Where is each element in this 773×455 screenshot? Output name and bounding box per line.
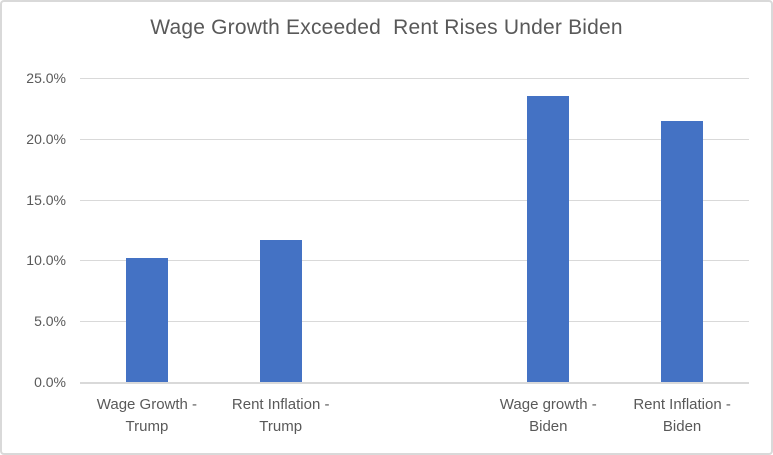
plot-area bbox=[80, 78, 749, 384]
gridline bbox=[80, 321, 749, 323]
chart-title: Wage Growth Exceeded Rent Rises Under Bi… bbox=[150, 16, 623, 39]
y-tick-label: 10.0% bbox=[26, 252, 66, 269]
x-tick-label: Rent Inflation - Biden bbox=[607, 394, 757, 438]
y-axis: 0.0% 5.0% 10.0% 15.0% 20.0% 25.0% bbox=[2, 70, 66, 390]
x-tick-label: Rent Inflation - Trump bbox=[206, 394, 356, 438]
x-tick-label-line: Trump bbox=[259, 418, 303, 435]
bar-4 bbox=[661, 120, 704, 382]
gridline bbox=[80, 260, 749, 262]
y-tick-label: 0.0% bbox=[34, 374, 66, 390]
y-tick-label: 25.0% bbox=[26, 70, 66, 86]
gridline bbox=[80, 199, 749, 201]
x-tick-label-line: Rent Inflation - bbox=[633, 396, 731, 413]
x-tick-label: Wage Growth - Trump bbox=[72, 394, 222, 438]
y-tick-label: 15.0% bbox=[26, 191, 66, 208]
x-tick-label-line: Wage growth - bbox=[499, 396, 597, 413]
bar-3 bbox=[527, 96, 570, 382]
x-tick-label-line: Wage Growth - bbox=[96, 396, 198, 413]
y-tick-label: 5.0% bbox=[34, 313, 66, 330]
gridline bbox=[80, 78, 749, 79]
gridline bbox=[80, 138, 749, 140]
x-tick-label-line: Biden bbox=[529, 418, 568, 435]
bar-1 bbox=[125, 257, 168, 382]
y-tick-label: 20.0% bbox=[26, 130, 66, 147]
x-tick-label-line: Trump bbox=[125, 418, 169, 435]
bar-2 bbox=[259, 239, 302, 382]
x-tick-label: Wage growth - Biden bbox=[473, 394, 623, 438]
x-axis: Wage Growth - Trump Rent Inflation - Trump W… bbox=[80, 394, 749, 446]
x-tick-label-line: Biden bbox=[662, 418, 702, 435]
x-tick-label-line: Rent Inflation - bbox=[231, 396, 330, 413]
